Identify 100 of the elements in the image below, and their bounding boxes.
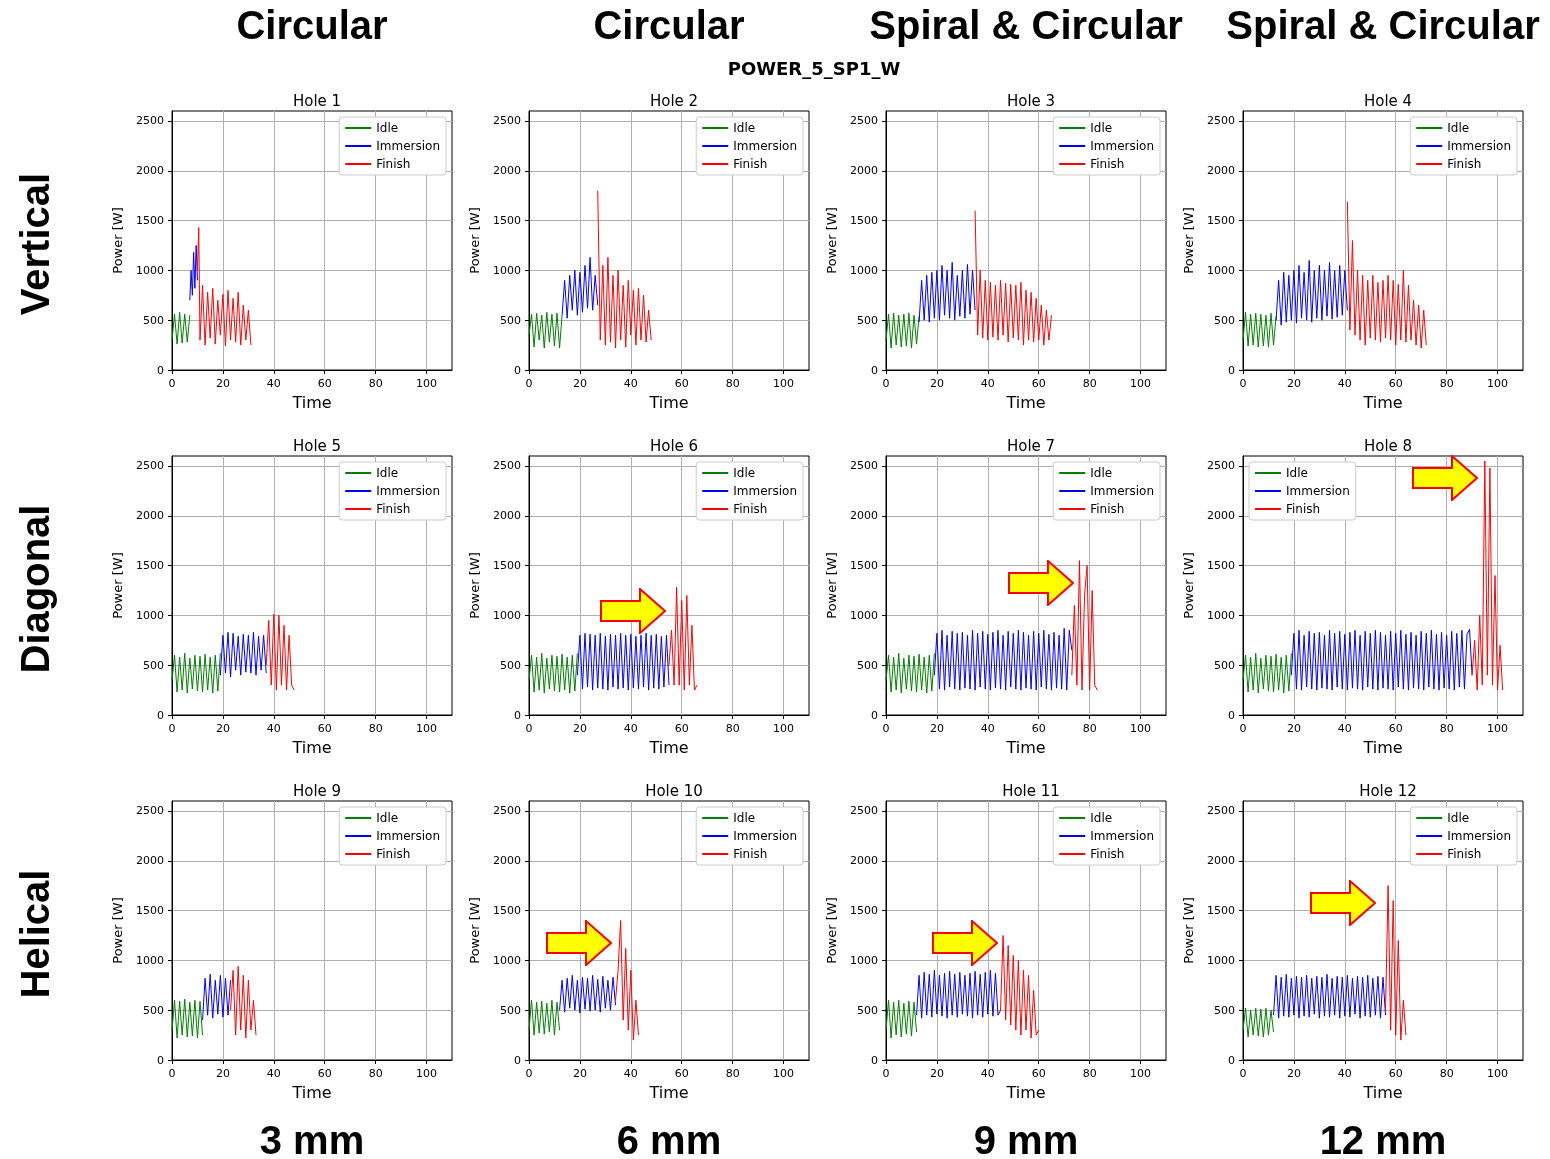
x-axis-title: Time bbox=[1005, 737, 1046, 757]
text: Helical bbox=[12, 869, 58, 999]
y-tick-label: 500 bbox=[500, 658, 521, 672]
chart-title: Hole 2 bbox=[649, 91, 699, 110]
x-axis-title: Time bbox=[291, 392, 332, 412]
legend-label: Idle bbox=[1090, 466, 1113, 480]
x-tick-label: 100 bbox=[1130, 722, 1152, 735]
y-tick-label: 1000 bbox=[493, 953, 521, 967]
y-tick-label: 0 bbox=[514, 363, 521, 377]
x-tick-label: 80 bbox=[725, 1067, 740, 1080]
x-tick-label: 60 bbox=[1388, 722, 1403, 735]
x-tick-label: 40 bbox=[266, 1067, 281, 1080]
text: Spiral & Circular bbox=[1226, 2, 1540, 49]
x-tick-label: 0 bbox=[882, 722, 890, 735]
y-tick-label: 0 bbox=[157, 708, 164, 722]
x-tick-label: 80 bbox=[1439, 377, 1454, 390]
text: 12 mm bbox=[1319, 1117, 1447, 1159]
y-tick-label: 2000 bbox=[850, 509, 878, 523]
y-tick-label: 0 bbox=[157, 363, 164, 377]
x-tick-label: 80 bbox=[725, 377, 740, 390]
y-tick-label: 500 bbox=[143, 658, 164, 672]
y-tick-label: 2000 bbox=[493, 509, 521, 523]
x-tick-label: 0 bbox=[1239, 1067, 1247, 1080]
y-tick-label: 1000 bbox=[1207, 608, 1235, 622]
x-tick-label: 40 bbox=[266, 722, 281, 735]
x-tick-label: 80 bbox=[1082, 377, 1097, 390]
y-tick-label: 1000 bbox=[136, 608, 164, 622]
line-series bbox=[916, 969, 1002, 1019]
x-tick-label: 40 bbox=[980, 377, 995, 390]
x-axis-title: Time bbox=[291, 1082, 332, 1102]
x-tick-label: 60 bbox=[1031, 1067, 1046, 1080]
x-tick-label: 0 bbox=[1239, 722, 1247, 735]
y-tick-label: 1000 bbox=[136, 953, 164, 967]
legend-label: Idle bbox=[1447, 121, 1470, 135]
y-tick-label: 500 bbox=[500, 1003, 521, 1017]
x-tick-label: 100 bbox=[416, 1067, 438, 1080]
legend-label: Finish bbox=[376, 847, 411, 861]
line-series bbox=[528, 311, 563, 349]
legend-label: Idle bbox=[1447, 811, 1470, 825]
legend-label: Idle bbox=[1090, 811, 1113, 825]
x-axis-title: Time bbox=[291, 737, 332, 757]
chart-title: Hole 6 bbox=[649, 436, 699, 455]
y-tick-label: 1500 bbox=[493, 559, 521, 573]
line-series bbox=[528, 999, 561, 1036]
y-tick-label: 500 bbox=[1214, 1003, 1235, 1017]
legend-label: Finish bbox=[1090, 157, 1125, 171]
line-series bbox=[1000, 934, 1040, 1039]
y-tick-label: 1500 bbox=[1207, 559, 1235, 573]
y-axis-title: Power [W] bbox=[467, 552, 482, 619]
text: POWER_5_SP1_W bbox=[727, 58, 901, 79]
x-tick-label: 20 bbox=[572, 1067, 587, 1080]
legend-label: Immersion bbox=[1090, 829, 1155, 843]
legend-label: Immersion bbox=[733, 484, 798, 498]
x-tick-label: 20 bbox=[929, 722, 944, 735]
x-tick-label: 0 bbox=[525, 1067, 533, 1080]
x-tick-label: 40 bbox=[623, 377, 638, 390]
x-tick-label: 100 bbox=[1487, 377, 1509, 390]
x-tick-label: 0 bbox=[168, 722, 176, 735]
chart-title: Hole 1 bbox=[292, 91, 342, 110]
chart-title: Hole 11 bbox=[1002, 781, 1060, 800]
x-tick-label: 80 bbox=[725, 722, 740, 735]
y-tick-label: 2500 bbox=[493, 114, 521, 128]
y-tick-label: 1500 bbox=[1207, 904, 1235, 918]
x-tick-label: 0 bbox=[882, 1067, 890, 1080]
x-tick-label: 80 bbox=[368, 1067, 383, 1080]
x-tick-label: 60 bbox=[317, 1067, 332, 1080]
y-tick-label: 2500 bbox=[136, 459, 164, 473]
chart-title: Hole 4 bbox=[1363, 91, 1413, 110]
legend-label: Finish bbox=[1447, 157, 1482, 171]
x-axis-title: Time bbox=[648, 392, 689, 412]
text: Circular bbox=[593, 2, 745, 49]
legend-label: Immersion bbox=[1447, 139, 1512, 153]
x-tick-label: 80 bbox=[368, 377, 383, 390]
chart-title: Hole 7 bbox=[1006, 436, 1056, 455]
chart-title: Hole 8 bbox=[1363, 436, 1413, 455]
x-axis-title: Time bbox=[1005, 1082, 1046, 1102]
line-series bbox=[171, 311, 191, 345]
x-tick-label: 40 bbox=[980, 1067, 995, 1080]
y-tick-label: 2000 bbox=[1207, 164, 1235, 178]
line-series bbox=[219, 631, 267, 678]
x-axis-title: Time bbox=[648, 737, 689, 757]
line-series bbox=[1242, 652, 1292, 694]
line-series bbox=[576, 632, 670, 691]
y-axis-title: Power [W] bbox=[824, 552, 839, 619]
legend-label: Immersion bbox=[1447, 829, 1512, 843]
y-tick-label: 500 bbox=[857, 658, 878, 672]
y-tick-label: 2000 bbox=[850, 854, 878, 868]
line-series bbox=[597, 190, 652, 349]
x-tick-label: 40 bbox=[1337, 722, 1352, 735]
line-series bbox=[559, 974, 617, 1014]
x-tick-label: 40 bbox=[980, 722, 995, 735]
y-axis-title: Power [W] bbox=[824, 207, 839, 274]
x-tick-label: 60 bbox=[1388, 1067, 1403, 1080]
x-tick-label: 20 bbox=[1286, 1067, 1301, 1080]
x-tick-label: 20 bbox=[215, 377, 230, 390]
legend-label: Idle bbox=[376, 466, 399, 480]
y-tick-label: 1500 bbox=[493, 214, 521, 228]
y-tick-label: 0 bbox=[514, 1053, 521, 1067]
y-axis-title: Power [W] bbox=[467, 207, 482, 274]
x-tick-label: 0 bbox=[882, 377, 890, 390]
